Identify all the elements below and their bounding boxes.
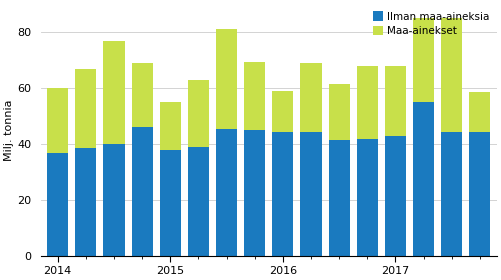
Bar: [273, 132, 294, 256]
Legend: Ilman maa-aineksia, Maa-ainekset: Ilman maa-aineksia, Maa-ainekset: [371, 9, 491, 38]
Bar: [385, 66, 406, 136]
Bar: [413, 102, 434, 256]
Bar: [357, 139, 378, 256]
Bar: [244, 130, 266, 256]
Bar: [103, 41, 125, 144]
Bar: [273, 91, 294, 132]
Bar: [188, 80, 209, 147]
Bar: [357, 66, 378, 139]
Bar: [441, 132, 462, 256]
Bar: [216, 129, 237, 256]
Bar: [132, 127, 153, 256]
Bar: [75, 69, 96, 148]
Bar: [47, 153, 68, 256]
Bar: [103, 144, 125, 256]
Bar: [160, 102, 181, 150]
Bar: [132, 63, 153, 127]
Bar: [329, 84, 350, 140]
Bar: [75, 148, 96, 256]
Bar: [329, 140, 350, 256]
Bar: [244, 62, 266, 130]
Bar: [188, 147, 209, 256]
Bar: [385, 136, 406, 256]
Bar: [216, 29, 237, 129]
Bar: [47, 88, 68, 153]
Bar: [301, 132, 322, 256]
Bar: [301, 63, 322, 132]
Bar: [441, 18, 462, 132]
Y-axis label: Milj. tonnia: Milj. tonnia: [4, 99, 14, 161]
Bar: [469, 92, 490, 132]
Bar: [413, 18, 434, 102]
Bar: [160, 150, 181, 256]
Bar: [469, 132, 490, 256]
